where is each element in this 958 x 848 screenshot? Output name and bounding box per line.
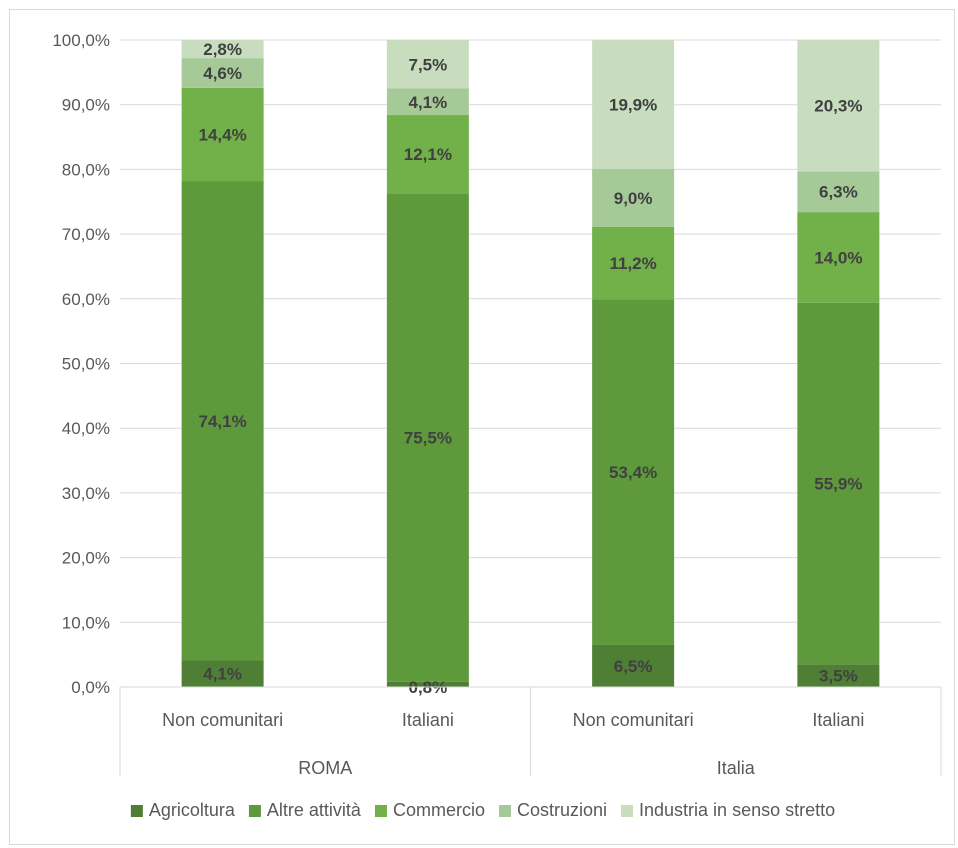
- data-label: 6,3%: [819, 183, 858, 202]
- x-category-label: Italiani: [812, 710, 864, 730]
- data-label: 55,9%: [814, 475, 862, 494]
- bar-segment: [386, 88, 469, 116]
- data-label: 14,0%: [814, 248, 862, 267]
- y-tick-label: 30,0%: [62, 484, 110, 503]
- legend-item: Commercio: [374, 800, 485, 820]
- data-label: 53,4%: [609, 463, 657, 482]
- y-tick-label: 50,0%: [62, 355, 110, 374]
- legend-label: Costruzioni: [517, 800, 607, 820]
- y-tick-label: 40,0%: [62, 419, 110, 438]
- bar-segment: [386, 115, 469, 194]
- bar-segment: [592, 299, 675, 645]
- data-label: 4,1%: [409, 93, 448, 112]
- chart-frame: 0,0% 10,0% 20,0% 30,0% 40,0% 50,0% 60,0% 70,0% 8…: [9, 9, 955, 845]
- data-label: 6,5%: [614, 657, 653, 676]
- bar-segment: [797, 40, 880, 172]
- data-label: 9,0%: [614, 189, 653, 208]
- bar-segment: [797, 212, 880, 303]
- data-label: 14,4%: [199, 125, 247, 144]
- data-label: 4,6%: [203, 64, 242, 83]
- stacked-bar-chart: 0,0% 10,0% 20,0% 30,0% 40,0% 50,0% 60,0% 70,0% 8…: [52, 31, 942, 820]
- data-label: 20,3%: [814, 97, 862, 116]
- legend-label: Commercio: [393, 800, 485, 820]
- bar-segment: [592, 226, 675, 300]
- bar-segment: [386, 40, 469, 89]
- bar-segment: [797, 664, 880, 687]
- legend-item: Costruzioni: [498, 800, 607, 820]
- data-label: 75,5%: [404, 429, 452, 448]
- bar-segment: [592, 644, 675, 687]
- x-axis: Non comunitari Italiani Non comunitari Ital…: [119, 686, 942, 778]
- legend-swatch: [130, 805, 143, 817]
- bar-segment: [592, 168, 675, 227]
- data-labels: 4,1%74,1%14,4%4,6%2,8%0,8%75,5%12,1%4,1%…: [199, 40, 863, 697]
- x-category-label: Non comunitari: [573, 710, 694, 730]
- bar-segment: [181, 87, 264, 182]
- bars: [181, 40, 880, 687]
- bar-segment: [797, 302, 880, 665]
- y-axis-ticks: 0,0% 10,0% 20,0% 30,0% 40,0% 50,0% 60,0% 70,0% 8…: [52, 31, 110, 697]
- legend: Agricoltura Altre attività Commercio Costru…: [130, 800, 835, 820]
- y-tick-label: 80,0%: [62, 160, 110, 179]
- data-label: 11,2%: [609, 254, 656, 273]
- legend-item: Agricoltura: [130, 800, 236, 820]
- legend-item: Altre attività: [248, 800, 362, 820]
- y-tick-label: 0,0%: [71, 678, 110, 697]
- legend-label: Agricoltura: [149, 800, 236, 820]
- legend-item: Industria in senso stretto: [621, 800, 835, 820]
- bar-segment: [386, 681, 469, 687]
- data-label: 19,9%: [609, 95, 657, 114]
- bar-segment: [592, 40, 675, 169]
- y-tick-label: 60,0%: [62, 290, 110, 309]
- x-group-label: Italia: [717, 758, 756, 778]
- legend-swatch: [621, 805, 634, 817]
- data-label: 7,5%: [409, 55, 448, 74]
- bar-segment: [386, 193, 469, 682]
- x-category-label: Italiani: [402, 710, 454, 730]
- y-tick-label: 70,0%: [62, 225, 110, 244]
- x-group-label: ROMA: [298, 758, 352, 778]
- legend-swatch: [248, 805, 261, 817]
- bar-segment: [181, 181, 264, 661]
- y-tick-label: 100,0%: [52, 31, 110, 50]
- bar-segment: [181, 58, 264, 88]
- legend-swatch: [374, 805, 387, 817]
- data-label: 4,1%: [203, 665, 242, 684]
- data-label: 12,1%: [404, 145, 452, 164]
- data-label: 2,8%: [203, 40, 242, 59]
- data-label: 74,1%: [199, 412, 247, 431]
- x-category-label: Non comunitari: [162, 710, 283, 730]
- y-tick-label: 10,0%: [62, 613, 110, 632]
- bar-segment: [181, 40, 264, 59]
- y-tick-label: 90,0%: [62, 96, 110, 115]
- legend-swatch: [498, 805, 511, 817]
- bar-segment: [181, 660, 264, 687]
- legend-label: Industria in senso stretto: [639, 800, 835, 820]
- bar-segment: [797, 171, 880, 213]
- legend-label: Altre attività: [267, 800, 362, 820]
- y-tick-label: 20,0%: [62, 549, 110, 568]
- data-label: 3,5%: [819, 667, 858, 686]
